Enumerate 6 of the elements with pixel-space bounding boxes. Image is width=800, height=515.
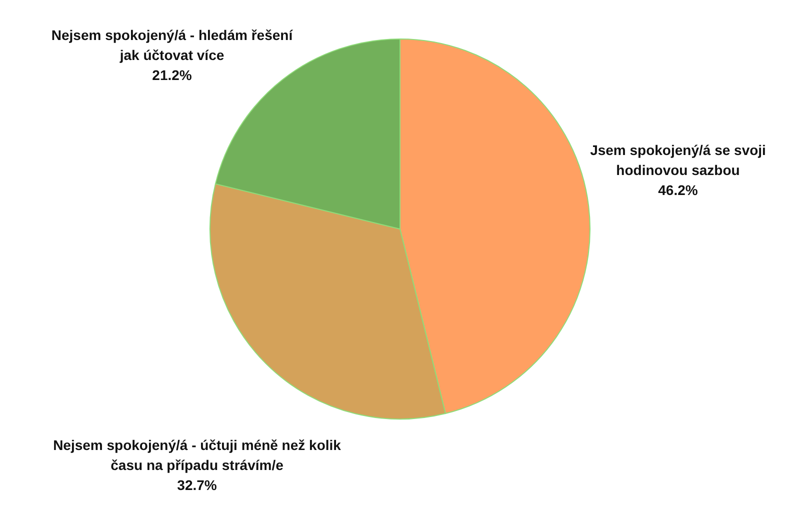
slice-label: Nejsem spokojený/á - účtuji méně než kolik času na případu strávím/e xyxy=(53,437,342,473)
data-label: 21.2% xyxy=(152,67,192,83)
slice-label: Jsem spokojený/á se svoji hodinovou sazbou xyxy=(590,142,766,178)
slice-label: Nejsem spokojený/á - hledám řešení jak účtovat více xyxy=(51,27,294,63)
data-label: 32.7% xyxy=(177,477,218,493)
data-label: 46.2% xyxy=(658,182,698,198)
